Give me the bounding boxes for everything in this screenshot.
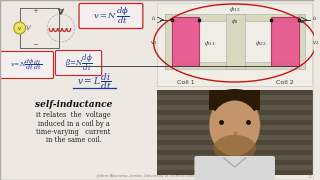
Text: v: v (18, 26, 21, 30)
Circle shape (14, 22, 26, 34)
Text: Jabber Aburama, Jordan University of Science and Technology: Jabber Aburama, Jordan University of Sci… (97, 174, 218, 178)
Bar (165, 62, 305, 69)
Text: $v = L\,\dfrac{di}{dt}$: $v = L\,\dfrac{di}{dt}$ (77, 72, 112, 92)
Text: +: + (32, 8, 38, 14)
Text: $v_2$: $v_2$ (312, 39, 320, 47)
Text: Coil 2: Coil 2 (276, 80, 294, 85)
Bar (157, 90, 312, 174)
Text: $\phi_{2}$: $\phi_{2}$ (231, 17, 239, 26)
Text: φ: φ (59, 8, 63, 14)
Text: $v_1$: $v_1$ (150, 39, 157, 47)
Ellipse shape (210, 100, 259, 156)
Text: −: − (32, 42, 38, 48)
Text: it relates  the  voltage: it relates the voltage (36, 111, 111, 119)
FancyBboxPatch shape (55, 51, 102, 75)
Ellipse shape (210, 89, 259, 117)
Text: $i_2$: $i_2$ (312, 15, 318, 23)
Bar (165, 14, 172, 69)
Text: $v = N\,\dfrac{d\phi}{dt}$: $v = N\,\dfrac{d\phi}{dt}$ (92, 6, 129, 26)
Bar (157, 140, 312, 145)
FancyBboxPatch shape (0, 51, 53, 78)
FancyBboxPatch shape (195, 156, 275, 180)
Text: Coil 1: Coil 1 (177, 80, 194, 85)
Bar (157, 150, 312, 155)
Text: V: V (25, 25, 30, 31)
Bar (157, 115, 312, 120)
Bar (157, 160, 312, 165)
Bar (157, 155, 312, 160)
Bar (157, 130, 312, 135)
Bar (157, 120, 312, 125)
Bar (157, 105, 312, 110)
Bar (157, 95, 312, 100)
Text: induced in a coil by a: induced in a coil by a (38, 120, 109, 127)
Bar (299, 14, 305, 69)
Text: $\phi_{22}$: $\phi_{22}$ (254, 39, 266, 48)
Text: self-inductance: self-inductance (35, 100, 112, 109)
Bar (157, 110, 312, 115)
Text: $\phi_{12}$: $\phi_{12}$ (229, 4, 240, 14)
Bar (157, 90, 312, 95)
Text: in the same coil.: in the same coil. (46, 136, 101, 145)
Bar (157, 170, 312, 175)
Bar (157, 3, 312, 86)
Text: $\phi_{11}$: $\phi_{11}$ (204, 39, 215, 48)
Bar (157, 100, 312, 105)
Bar (209, 90, 260, 110)
Bar (226, 14, 244, 69)
Text: $i_1$: $i_1$ (151, 15, 157, 23)
Bar (157, 165, 312, 170)
Bar (157, 135, 312, 140)
Bar (157, 125, 312, 130)
Ellipse shape (213, 135, 256, 161)
Text: time-varying   current: time-varying current (36, 128, 111, 136)
Bar (157, 145, 312, 150)
Text: 3: 3 (308, 174, 311, 179)
FancyBboxPatch shape (79, 3, 143, 28)
Bar (172, 17, 199, 66)
Ellipse shape (209, 94, 260, 156)
Bar (165, 14, 305, 21)
Text: $v\!=\!N\dfrac{d\phi}{dt}\dfrac{di}{dt}$: $v\!=\!N\dfrac{d\phi}{dt}\dfrac{di}{dt}$ (11, 58, 43, 73)
Bar (271, 17, 299, 66)
Text: $\beta\!=\!N\dfrac{d\phi}{di}$: $\beta\!=\!N\dfrac{d\phi}{di}$ (65, 53, 92, 73)
